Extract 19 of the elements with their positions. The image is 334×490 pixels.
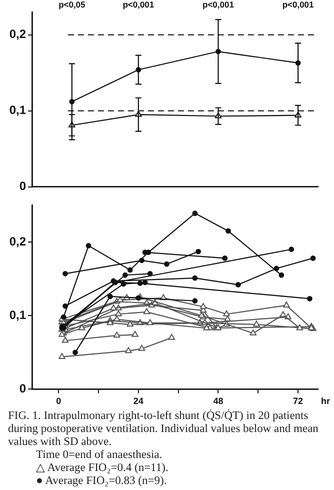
- y-tick-label: 0,2: [9, 27, 26, 42]
- text: ● Average FIO₂=0.83 (n=9).: [35, 475, 168, 488]
- text: △ Average FIO₂=0.4 (n=11).: [35, 462, 170, 475]
- text: p<0,001: [282, 0, 314, 10]
- text: p<0,001: [122, 0, 154, 10]
- text: p<0,001: [202, 0, 234, 10]
- x-tick-label: 24: [133, 396, 144, 406]
- y-tick-label: 0,1: [9, 103, 26, 118]
- y-tick-label: 0: [19, 179, 26, 194]
- y-tick-label: 0,2: [9, 234, 26, 248]
- x-axis-title: hr: [321, 396, 330, 406]
- y-tick-label: 0: [19, 382, 26, 396]
- x-tick-label: 48: [213, 396, 224, 406]
- text: p<0,05: [58, 0, 86, 10]
- text: Time 0=end of anaesthesia.: [35, 449, 164, 462]
- x-tick-label: 72: [293, 396, 304, 406]
- caption: FIG. 1. Intrapulmonary right-to-left shunt (Q̇S/Q̇T) in 20 patients during postoperative ventilation. Individual values below and mean values with SD above.: [8, 410, 320, 449]
- x-tick-label: 0: [56, 396, 62, 406]
- y-tick-label: 0,1: [9, 308, 26, 322]
